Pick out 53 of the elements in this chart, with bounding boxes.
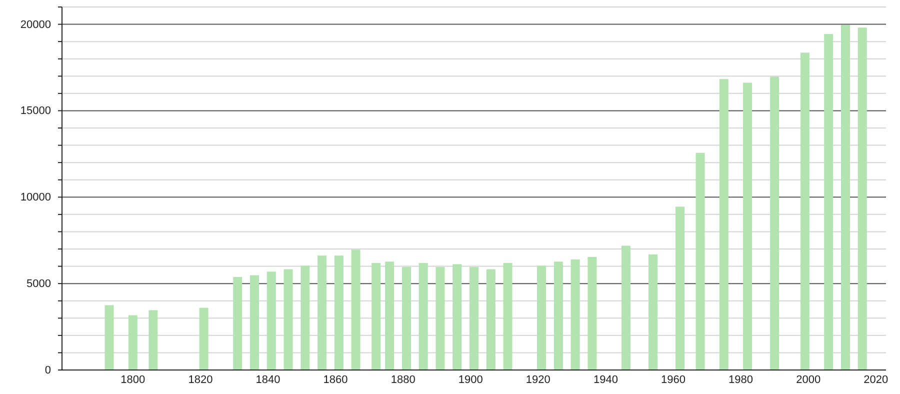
bar bbox=[266, 272, 276, 370]
bar bbox=[402, 266, 411, 370]
x-tick-label: 1820 bbox=[188, 374, 213, 386]
bar bbox=[570, 259, 580, 370]
bar bbox=[372, 263, 381, 370]
bar bbox=[800, 52, 810, 370]
x-tick-label: 2000 bbox=[796, 374, 821, 386]
bar bbox=[537, 266, 546, 370]
bar bbox=[503, 263, 512, 370]
bar bbox=[554, 262, 563, 370]
bar bbox=[824, 34, 834, 370]
x-tick-label: 1920 bbox=[526, 374, 550, 386]
bar bbox=[334, 256, 344, 370]
bar bbox=[470, 266, 478, 370]
bar bbox=[840, 24, 850, 370]
bar bbox=[233, 277, 242, 370]
bar bbox=[128, 315, 138, 370]
x-tick-label: 2020 bbox=[864, 374, 888, 386]
bar bbox=[486, 269, 496, 370]
bar bbox=[284, 269, 293, 370]
x-tick-label: 1940 bbox=[593, 374, 618, 386]
x-tick-label: 1840 bbox=[256, 374, 280, 386]
bar bbox=[385, 262, 394, 370]
bar bbox=[199, 308, 208, 370]
x-tick-label: 1960 bbox=[661, 374, 686, 386]
bar bbox=[452, 264, 462, 370]
x-tick-label: 1860 bbox=[323, 374, 348, 386]
bar bbox=[858, 28, 867, 370]
bar bbox=[743, 82, 752, 370]
x-tick-label: 1900 bbox=[458, 374, 483, 386]
y-tick-label: 15000 bbox=[20, 105, 51, 118]
bar bbox=[318, 256, 327, 370]
bar bbox=[588, 256, 597, 370]
bar bbox=[104, 305, 114, 370]
y-tick-label: 10000 bbox=[20, 192, 51, 204]
bar bbox=[696, 152, 705, 370]
bar bbox=[351, 250, 360, 370]
bar bbox=[436, 266, 445, 370]
bar bbox=[250, 275, 259, 370]
bar bbox=[418, 263, 428, 370]
y-tick-label: 0 bbox=[44, 364, 51, 377]
bar bbox=[676, 206, 684, 370]
x-tick-label: 1880 bbox=[390, 374, 416, 386]
bar bbox=[148, 310, 158, 370]
bar bbox=[719, 79, 728, 370]
y-tick-label: 5000 bbox=[26, 278, 51, 290]
bar bbox=[648, 254, 658, 370]
y-tick-label: 20000 bbox=[20, 18, 51, 31]
bar bbox=[621, 246, 630, 370]
bar bbox=[770, 76, 780, 370]
bar bbox=[300, 266, 310, 370]
x-tick-label: 1800 bbox=[120, 374, 146, 386]
x-tick-label: 1980 bbox=[728, 374, 754, 386]
